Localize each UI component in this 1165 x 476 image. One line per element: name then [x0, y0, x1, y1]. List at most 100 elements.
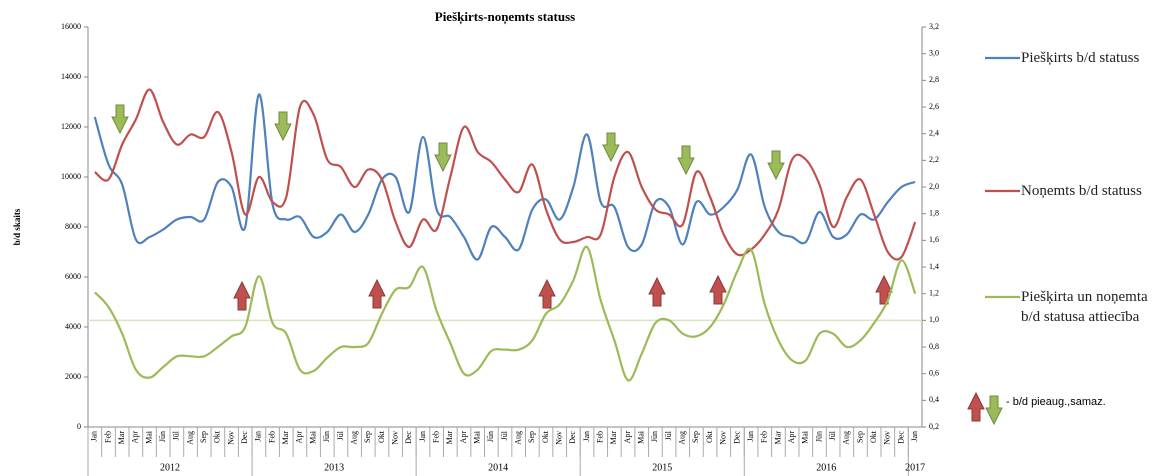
- x-tick-label: Okt: [869, 430, 878, 443]
- x-tick-label: Mar: [609, 431, 618, 445]
- up-arrow: [875, 275, 893, 305]
- x-tick-label: Sep: [527, 431, 536, 443]
- x-tick-label: Dec: [568, 431, 577, 444]
- x-tick-label: Feb: [103, 431, 112, 443]
- x-tick-label: Dec: [240, 431, 249, 444]
- y2-tick-label: 2,8: [929, 75, 939, 84]
- x-tick-label: Aug: [349, 431, 358, 445]
- up-arrow: [368, 279, 386, 309]
- x-tick-label: Nov: [226, 431, 235, 445]
- x-tick-label: Jan: [254, 431, 263, 442]
- x-tick-label: Jūl: [336, 430, 345, 440]
- x-tick-label: Mar: [117, 431, 126, 445]
- x-tick-label: Okt: [541, 430, 550, 443]
- year-label: 2015: [652, 462, 672, 473]
- y2-tick-label: 3,2: [929, 22, 939, 31]
- series-line: [94, 88, 917, 261]
- series-line: [94, 245, 917, 382]
- x-tick-label: Mai: [308, 430, 317, 444]
- x-tick-label: Mai: [801, 430, 810, 444]
- legend-label: Piešķirts b/d statuss: [1021, 50, 1140, 66]
- x-tick-label: Mar: [281, 431, 290, 445]
- y2-tick-label: 1,2: [929, 288, 939, 297]
- y2-tick-label: 0,4: [929, 395, 939, 404]
- x-tick-label: Sep: [691, 431, 700, 443]
- x-tick-label: Jūn: [158, 431, 167, 442]
- x-tick-label: Dec: [732, 431, 741, 444]
- x-tick-label: Dec: [896, 431, 905, 444]
- y2-tick-label: 2,6: [929, 102, 939, 111]
- legend-up-arrow: [967, 392, 985, 422]
- x-tick-label: Aug: [678, 431, 687, 445]
- x-tick-label: Sep: [199, 431, 208, 443]
- x-tick-label: Apr: [295, 431, 304, 444]
- up-arrow: [648, 277, 666, 307]
- y2-tick-label: 1,6: [929, 235, 939, 244]
- x-tick-label: Jan: [746, 431, 755, 442]
- x-tick-label: Okt: [377, 430, 386, 443]
- y2-tick-label: 1,8: [929, 208, 939, 217]
- y-axis-label: b/d skaits: [12, 208, 22, 245]
- x-tick-label: Jan: [418, 431, 427, 442]
- x-tick-label: Nov: [390, 431, 399, 445]
- x-tick-label: Aug: [514, 431, 523, 445]
- x-tick-label: Aug: [185, 431, 194, 445]
- year-label: 2016: [816, 462, 836, 473]
- y-tick-label: 0: [77, 422, 81, 431]
- y2-tick-label: 0,2: [929, 422, 939, 431]
- x-tick-label: Jūn: [814, 431, 823, 442]
- year-label: 2012: [160, 462, 180, 473]
- x-tick-label: Apr: [623, 431, 632, 444]
- x-tick-label: Nov: [719, 431, 728, 445]
- y2-tick-label: 2,0: [929, 182, 939, 191]
- up-arrow: [233, 281, 251, 311]
- legend-label: Noņemts b/d statuss: [1021, 183, 1142, 199]
- x-tick-label: Sep: [363, 431, 372, 443]
- down-arrow: [434, 142, 452, 172]
- x-tick-label: Jūn: [486, 431, 495, 442]
- y-tick-label: 4000: [65, 322, 81, 331]
- x-tick-label: Jūl: [664, 430, 673, 440]
- x-tick-label: Feb: [267, 431, 276, 443]
- x-tick-label: Jūn: [650, 431, 659, 442]
- y-tick-label: 12000: [61, 122, 81, 131]
- down-arrow: [111, 104, 129, 134]
- up-arrow: [538, 279, 556, 309]
- x-tick-label: Feb: [760, 431, 769, 443]
- y-tick-label: 16000: [61, 22, 81, 31]
- x-tick-label: Jūl: [828, 430, 837, 440]
- x-tick-label: Mai: [637, 430, 646, 444]
- x-tick-label: Feb: [596, 431, 605, 443]
- legend-down-arrow: [985, 395, 1003, 425]
- down-arrow: [602, 132, 620, 162]
- y2-tick-label: 2,4: [929, 128, 939, 137]
- x-tick-label: Aug: [842, 431, 851, 445]
- x-tick-label: Okt: [213, 430, 222, 443]
- y2-tick-label: 2,2: [929, 155, 939, 164]
- y2-tick-label: 3,0: [929, 48, 939, 57]
- down-arrow: [274, 111, 292, 141]
- x-tick-label: Jan: [582, 431, 591, 442]
- x-tick-label: Mar: [445, 431, 454, 445]
- arrow-legend: - b/d pieaug.,samaz.: [1006, 396, 1106, 408]
- x-tick-label: Feb: [431, 431, 440, 443]
- y-tick-label: 14000: [61, 72, 81, 81]
- x-tick-label: Mai: [144, 430, 153, 444]
- x-tick-label: Jan: [910, 431, 919, 442]
- y2-tick-label: 1,4: [929, 262, 939, 271]
- y-tick-label: 2000: [65, 372, 81, 381]
- event-arrows: [111, 104, 1003, 425]
- x-tick-label: Nov: [555, 431, 564, 445]
- year-label: 2013: [324, 462, 344, 473]
- chart-title: Piešķirts-noņemts statuss: [435, 9, 575, 25]
- y2-tick-label: 1,0: [929, 315, 939, 324]
- x-tick-label: Dec: [404, 431, 413, 444]
- down-arrow: [677, 145, 695, 175]
- series-line: [93, 93, 916, 261]
- down-arrow: [767, 150, 785, 180]
- y-tick-label: 6000: [65, 272, 81, 281]
- y-tick-label: 8000: [65, 222, 81, 231]
- x-tick-label: Jūn: [322, 431, 331, 442]
- legend-label: Piešķirta un noņemta b/d statusa attiecī…: [1021, 289, 1148, 325]
